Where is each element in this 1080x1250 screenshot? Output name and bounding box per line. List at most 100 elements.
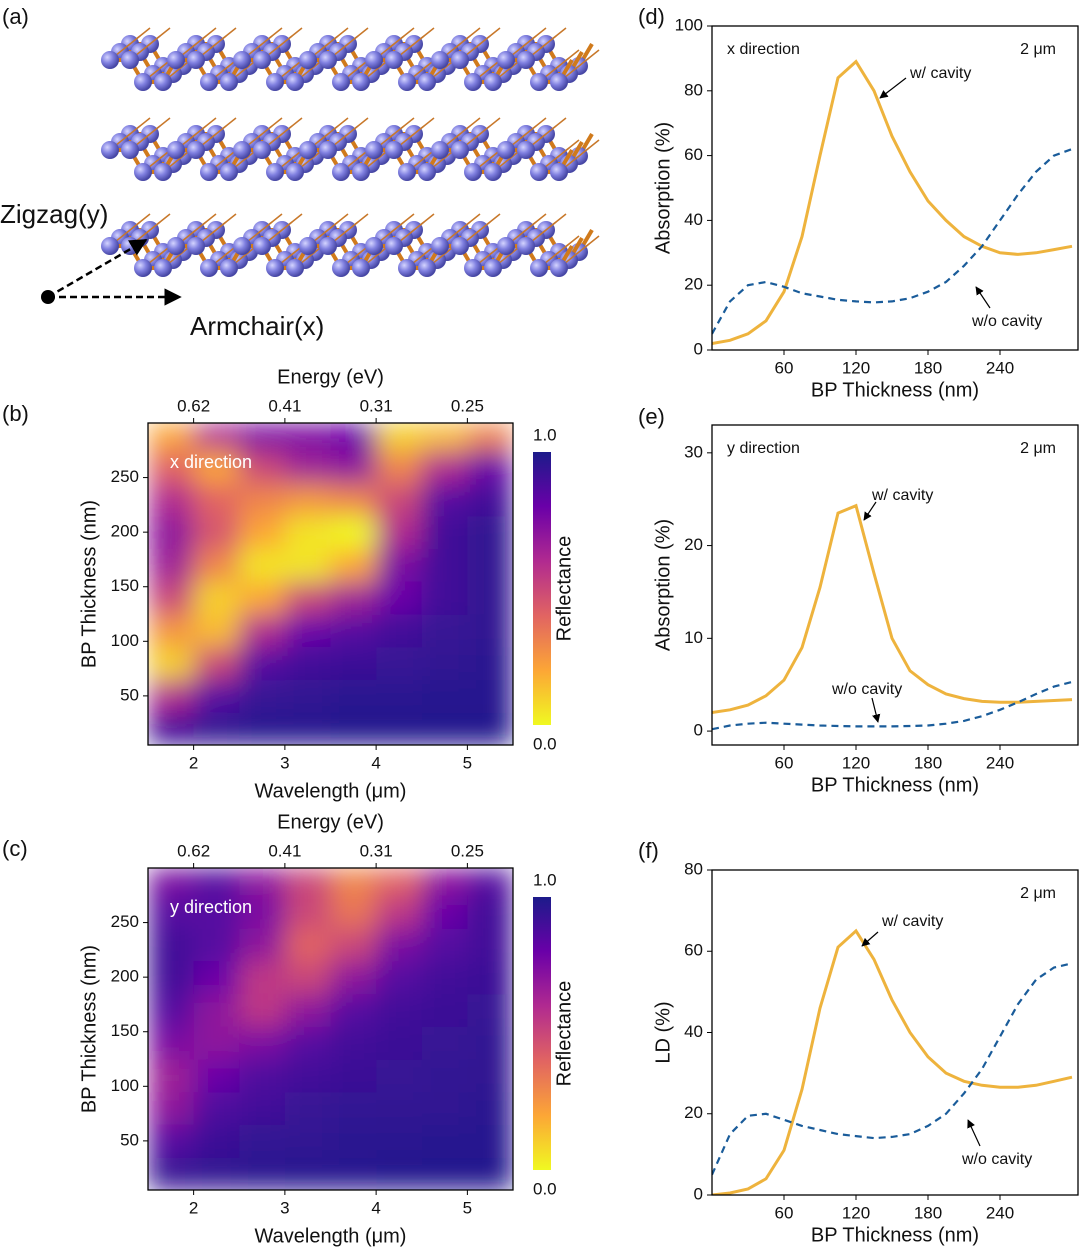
- heat-cell: [467, 515, 514, 550]
- heat-cell: [330, 1026, 377, 1060]
- label-arrow: [871, 697, 881, 723]
- direction-label: x direction: [727, 41, 800, 58]
- heat-cell: [421, 646, 468, 681]
- heat-cell: [193, 614, 240, 648]
- heat-cell: [193, 712, 240, 746]
- y-axis-label: BP Thickness (nm): [78, 500, 100, 668]
- heat-cell: [239, 928, 286, 962]
- y-tick-label: 60: [684, 145, 703, 164]
- heat-cell: [467, 1026, 514, 1060]
- heat-cell: [330, 1124, 377, 1158]
- heat-cell: [284, 450, 331, 484]
- y-tick-label: 150: [111, 576, 139, 595]
- heat-cell: [284, 1059, 331, 1093]
- heat-cell: [239, 646, 286, 681]
- heat-cell: [193, 483, 240, 517]
- panel-label: (e): [638, 404, 665, 429]
- heat-cell: [330, 895, 377, 929]
- heat-cell: [148, 515, 195, 550]
- heat-cell: [193, 895, 240, 929]
- heat-cell: [284, 928, 331, 962]
- heat-cell: [239, 993, 286, 1027]
- heat-cell: [330, 679, 377, 713]
- heat-cell: [376, 712, 423, 746]
- plot-frame: [711, 424, 1079, 746]
- y-tick-label: 0: [694, 1184, 703, 1203]
- series-label: w/o cavity: [961, 1151, 1032, 1168]
- heat-cell: [421, 1059, 468, 1093]
- heat-cell: [421, 868, 468, 896]
- heat-cell: [284, 423, 331, 451]
- heat-cell: [284, 868, 331, 896]
- heat-cell: [376, 1124, 423, 1158]
- heat-cell: [239, 483, 286, 517]
- plot-area: [712, 59, 1073, 345]
- y-axis-label: LD (%): [652, 1001, 674, 1063]
- wavelength-note: 2 μm: [1020, 440, 1056, 457]
- heat-cell: [284, 960, 331, 995]
- heat-cell: [376, 1091, 423, 1126]
- x-tick-label: 180: [914, 358, 942, 377]
- x-tick-label: 60: [775, 753, 794, 772]
- heat-cell: [284, 1124, 331, 1158]
- x2-tick-label: 0.25: [451, 841, 484, 860]
- heat-cell: [330, 483, 377, 517]
- heat-cell: [193, 1091, 240, 1126]
- heat-cell: [421, 928, 468, 962]
- heat-cell: [148, 1059, 195, 1093]
- heat-cell: [467, 1059, 514, 1093]
- heat-cell: [148, 993, 195, 1027]
- y-axis-label: Absorption (%): [652, 122, 674, 254]
- heat-cell: [284, 548, 331, 582]
- heat-cell: [467, 548, 514, 582]
- heat-cell: [467, 679, 514, 713]
- crystal-structure: [101, 28, 599, 277]
- series-label: w/ cavity: [909, 65, 971, 82]
- heatmap: [148, 868, 514, 1191]
- panel-label: (c): [2, 836, 28, 861]
- heat-cell: [421, 548, 468, 582]
- heat-cell: [376, 679, 423, 713]
- wavelength-note: 2 μm: [1020, 885, 1056, 902]
- heat-cell: [330, 868, 377, 896]
- heat-cell: [467, 712, 514, 746]
- colorbar-tick-label: 0.0: [533, 734, 557, 753]
- heat-cell: [467, 450, 514, 484]
- panel-label: (d): [638, 4, 665, 29]
- x2-tick-label: 0.31: [360, 841, 393, 860]
- colorbar: [533, 452, 551, 725]
- x-tick-label: 60: [775, 358, 794, 377]
- plot-frame: [711, 25, 1079, 351]
- heat-cell: [148, 1026, 195, 1060]
- x2-axis-label: Energy (eV): [277, 366, 384, 388]
- heat-cell: [330, 614, 377, 648]
- x2-tick-label: 0.62: [177, 841, 210, 860]
- heat-cell: [148, 581, 195, 615]
- heat-cell: [148, 646, 195, 681]
- label-arrow: [967, 1119, 981, 1147]
- heat-cell: [239, 450, 286, 484]
- plot-frame: [147, 867, 514, 1191]
- heat-cell: [467, 993, 514, 1027]
- x-tick-label: 4: [371, 753, 380, 772]
- heat-cell: [467, 960, 514, 995]
- x-tick-label: 120: [842, 1203, 870, 1222]
- heat-cell: [148, 868, 195, 896]
- heat-cell: [421, 993, 468, 1027]
- y-tick-label: 40: [684, 1022, 703, 1041]
- colorbar-tick-label: 1.0: [533, 425, 557, 444]
- heat-cell: [421, 423, 468, 451]
- heat-cell: [467, 423, 514, 451]
- x2-tick-label: 0.25: [451, 396, 484, 415]
- x2-tick-label: 0.31: [360, 396, 393, 415]
- x-tick-label: 180: [914, 753, 942, 772]
- heat-cell: [239, 1026, 286, 1060]
- heat-cell: [330, 646, 377, 681]
- heat-cell: [148, 895, 195, 929]
- series-line: [712, 962, 1073, 1176]
- heat-cell: [376, 1026, 423, 1060]
- heat-cell: [284, 993, 331, 1027]
- heat-cell: [239, 960, 286, 995]
- heat-cell: [193, 1026, 240, 1060]
- heat-cell: [330, 1157, 377, 1191]
